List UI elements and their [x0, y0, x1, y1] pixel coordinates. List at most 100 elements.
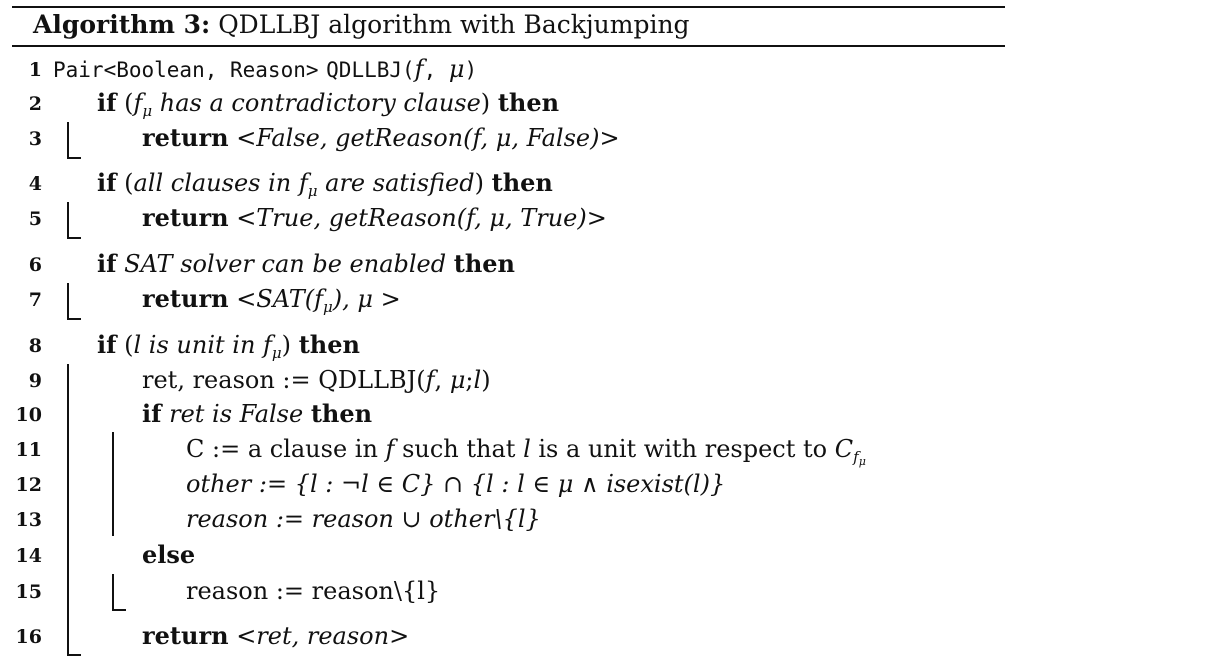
keyword-then: then	[298, 330, 360, 359]
line-number: 1	[28, 59, 42, 81]
var-C: C	[834, 435, 854, 463]
paren: )	[281, 331, 292, 359]
keyword-if: if	[97, 88, 117, 117]
algo-line-10: if ret is False then	[142, 399, 372, 429]
caption-text: QDLLBJ algorithm with Backjumping	[218, 10, 690, 39]
var-l: l	[523, 435, 531, 463]
subscript-mu: μ	[323, 298, 333, 316]
condition: has a contradictory clause	[152, 89, 481, 117]
var-f: f	[298, 169, 308, 197]
algo-line-13: reason := reason ∪ other\{l}	[186, 505, 541, 533]
paren: )	[480, 89, 491, 117]
close-paren: )	[464, 58, 478, 82]
keyword-if: if	[97, 330, 117, 359]
top-rule	[12, 6, 1005, 8]
subscript-mu: μ	[858, 455, 866, 468]
subscript-mu: μ	[142, 102, 153, 120]
block-bar	[67, 122, 69, 158]
angle-close: >	[389, 622, 410, 650]
line-number: 7	[28, 289, 42, 311]
algo-line-1: Pair<Boolean, Reason> QDLLBJ(f, μ)	[53, 54, 477, 85]
line-number: 5	[28, 208, 42, 230]
paren: (	[124, 331, 134, 359]
block-foot	[67, 654, 81, 656]
algo-line-16: return <ret, reason>	[142, 621, 409, 651]
comma: ,	[434, 366, 450, 394]
keyword-return: return	[142, 123, 229, 152]
return-value: False, getReason(f, μ, False)	[256, 124, 600, 152]
algorithm-caption: Algorithm 3: QDLLBJ algorithm with Backj…	[33, 8, 690, 42]
var-l: l	[473, 366, 482, 394]
subscript-mu: μ	[307, 182, 318, 200]
subscript-f: f	[853, 448, 859, 466]
var-f: f	[133, 89, 143, 117]
keyword-then: then	[310, 399, 373, 428]
condition: is unit in	[141, 331, 264, 359]
algo-line-3: return <False, getReason(f, μ, False)>	[142, 123, 620, 153]
algo-line-8: if (l is unit in fμ) then	[97, 330, 360, 362]
angle-open: <	[236, 124, 257, 152]
algo-line-4: if (all clauses in fμ are satisfied) the…	[97, 168, 553, 200]
line-number: 16	[15, 626, 42, 648]
line-number: 12	[15, 474, 42, 496]
angle-open: <	[236, 622, 257, 650]
assignment: ret, reason := QDLLBJ(	[142, 366, 426, 394]
algo-line-11: C := a clause in f such that l is a unit…	[186, 434, 866, 467]
keyword-then: then	[497, 88, 560, 117]
line-number: 3	[28, 128, 42, 150]
angle-open: <	[236, 204, 257, 232]
line-number: 13	[15, 509, 42, 531]
keyword-if: if	[97, 249, 117, 278]
block-bar	[67, 283, 69, 319]
algo-line-9: ret, reason := QDLLBJ(f, μ;l)	[142, 365, 491, 395]
condition: all clauses in	[133, 169, 299, 197]
block-foot	[67, 237, 81, 239]
line-number: 8	[28, 335, 42, 357]
block-bar	[67, 202, 69, 238]
algo-line-5: return <True, getReason(f, μ, True)>	[142, 203, 607, 233]
statement: such that	[394, 435, 524, 463]
condition: are satisfied	[317, 169, 475, 197]
keyword-if: if	[97, 168, 117, 197]
var-l: l	[133, 331, 142, 359]
block-bar	[112, 574, 114, 610]
keyword-then: then	[491, 168, 553, 197]
angle-close: >	[586, 204, 607, 232]
line-number: 11	[15, 439, 42, 461]
block-foot	[112, 609, 126, 611]
return-value: SAT(f	[256, 285, 324, 313]
paren: (	[124, 169, 134, 197]
block-foot	[67, 318, 81, 320]
condition: ret is False	[169, 400, 304, 428]
line-number: 15	[15, 581, 42, 603]
block-bar	[112, 432, 114, 536]
angle-open: <	[236, 285, 257, 313]
keyword-return: return	[142, 284, 229, 313]
line-number: 6	[28, 254, 42, 276]
paren: )	[474, 169, 484, 197]
subscript-mu: μ	[271, 344, 282, 362]
caption-rule	[12, 45, 1005, 47]
condition: SAT solver can be enabled	[124, 250, 447, 278]
algo-line-7: return <SAT(fμ), μ >	[142, 284, 401, 316]
keyword-return: return	[142, 621, 229, 650]
var-f: f	[385, 435, 395, 463]
keyword-else: else	[142, 540, 196, 569]
var-f: f	[414, 55, 424, 83]
return-value: True, getReason(f, μ, True)	[256, 204, 587, 232]
algo-line-14: else	[142, 540, 195, 570]
algo-line-15: reason := reason\{l}	[186, 577, 441, 605]
block-foot	[67, 157, 81, 159]
var-mu: μ	[448, 55, 465, 83]
line-number: 14	[15, 545, 42, 567]
algo-line-6: if SAT solver can be enabled then	[97, 249, 515, 279]
signature-type: Pair<Boolean, Reason>	[53, 58, 319, 82]
paren: (	[124, 89, 134, 117]
keyword-return: return	[142, 203, 229, 232]
var-mu: μ	[449, 366, 466, 394]
line-number: 2	[28, 93, 42, 115]
return-value: ret, reason	[256, 622, 390, 650]
block-bar	[67, 364, 69, 656]
statement: C := a clause in	[186, 435, 386, 463]
var-f: f	[425, 366, 435, 394]
